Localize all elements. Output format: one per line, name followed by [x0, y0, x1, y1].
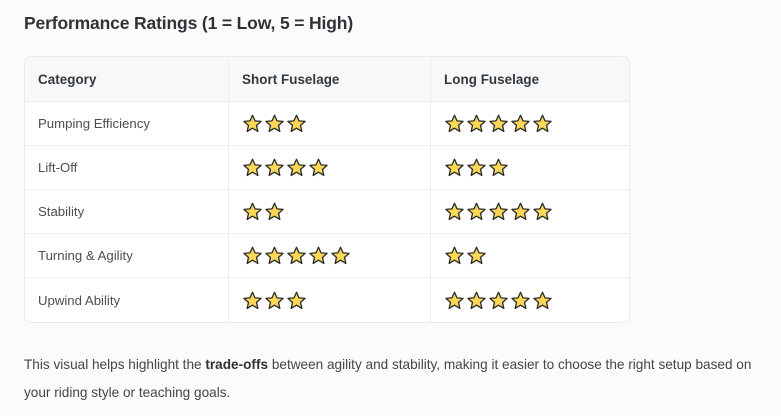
star-icon — [264, 290, 285, 311]
star-icon — [488, 201, 509, 222]
star-icon — [308, 245, 329, 266]
star-icon — [488, 157, 509, 178]
table-header: Category Short Fuselage Long Fuselage — [25, 57, 629, 102]
star-icon — [444, 157, 465, 178]
star-icon — [264, 113, 285, 134]
star-icon — [242, 290, 263, 311]
column-header-long-fuselage: Long Fuselage — [431, 57, 629, 102]
star-icon — [466, 157, 487, 178]
star-icon — [466, 201, 487, 222]
cell-category: Upwind Ability — [25, 278, 229, 322]
star-icon — [286, 157, 307, 178]
footer-text-before: This visual helps highlight the — [24, 357, 206, 372]
ratings-page: Performance Ratings (1 = Low, 5 = High) … — [24, 13, 757, 407]
table-row: Turning & Agility — [25, 234, 629, 278]
table-row: Stability — [25, 190, 629, 234]
cell-category: Stability — [25, 190, 229, 234]
cell-long-fuselage-rating — [431, 190, 629, 234]
page-title: Performance Ratings (1 = Low, 5 = High) — [24, 13, 353, 33]
star-icon — [264, 201, 285, 222]
star-icon — [286, 290, 307, 311]
ratings-table-container: Category Short Fuselage Long Fuselage Pu… — [24, 56, 630, 323]
star-icon — [444, 201, 465, 222]
star-icon — [510, 113, 531, 134]
star-icon — [286, 245, 307, 266]
star-icon — [242, 157, 263, 178]
star-icon — [532, 113, 553, 134]
star-icon — [330, 245, 351, 266]
star-icon — [532, 290, 553, 311]
star-icon — [444, 245, 465, 266]
footer-emphasis: trade-offs — [205, 357, 269, 372]
cell-long-fuselage-rating — [431, 234, 629, 278]
star-icon — [444, 113, 465, 134]
star-icon — [286, 113, 307, 134]
cell-long-fuselage-rating — [431, 278, 629, 322]
column-header-category: Category — [25, 57, 229, 102]
star-icon — [264, 245, 285, 266]
star-icon — [488, 113, 509, 134]
cell-long-fuselage-rating — [431, 146, 629, 190]
cell-short-fuselage-rating — [229, 146, 431, 190]
star-icon — [510, 201, 531, 222]
star-icon — [510, 290, 531, 311]
performance-ratings-table: Category Short Fuselage Long Fuselage Pu… — [24, 56, 630, 323]
star-icon — [466, 245, 487, 266]
cell-long-fuselage-rating — [431, 102, 629, 146]
star-icon — [264, 157, 285, 178]
cell-short-fuselage-rating — [229, 102, 431, 146]
table-row: Pumping Efficiency — [25, 102, 629, 146]
footer-text-after: between agility and stability, making it… — [24, 357, 752, 400]
star-icon — [242, 245, 263, 266]
cell-category: Pumping Efficiency — [25, 102, 229, 146]
table-row: Upwind Ability — [25, 278, 629, 322]
cell-short-fuselage-rating — [229, 190, 431, 234]
star-icon — [532, 201, 553, 222]
star-icon — [242, 201, 263, 222]
star-icon — [308, 157, 329, 178]
table-row: Lift-Off — [25, 146, 629, 190]
table-header-row: Category Short Fuselage Long Fuselage — [25, 57, 629, 102]
star-icon — [466, 113, 487, 134]
cell-short-fuselage-rating — [229, 234, 431, 278]
column-header-short-fuselage: Short Fuselage — [229, 57, 431, 102]
footer-note: This visual helps highlight the trade-of… — [24, 323, 757, 407]
cell-category: Turning & Agility — [25, 234, 229, 278]
star-icon — [466, 290, 487, 311]
star-icon — [444, 290, 465, 311]
star-icon — [242, 113, 263, 134]
table-body: Pumping Efficiency Lift-Off Stability Turni… — [25, 102, 629, 322]
cell-category: Lift-Off — [25, 146, 229, 190]
star-icon — [488, 290, 509, 311]
cell-short-fuselage-rating — [229, 278, 431, 322]
